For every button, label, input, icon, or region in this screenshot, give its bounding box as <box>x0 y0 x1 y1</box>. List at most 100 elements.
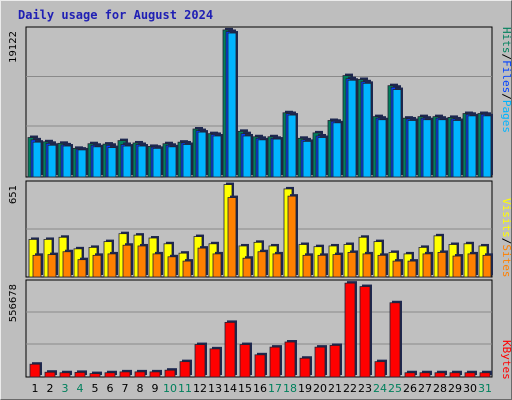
bar-sites <box>152 253 162 278</box>
legend-files: Files <box>500 60 512 93</box>
bar-sites <box>362 253 372 278</box>
x-tick-label: 14 <box>223 382 237 395</box>
x-tick-label: 20 <box>313 382 327 395</box>
panel-visits-sites: 651 <box>8 180 493 278</box>
bar-pages <box>317 137 327 178</box>
bar-kbytes <box>479 372 491 378</box>
bar-sites <box>347 252 357 278</box>
bar-kbytes <box>434 372 446 378</box>
legend-kbytes: KBytes <box>500 340 512 380</box>
chart-title: Daily usage for August 2024 <box>18 8 214 22</box>
bar-sites <box>287 195 297 278</box>
bar-sites <box>302 254 312 278</box>
bar-pages <box>212 135 222 178</box>
x-tick-label: 28 <box>433 382 447 395</box>
bar-kbytes <box>314 346 326 378</box>
bar-kbytes <box>254 354 266 378</box>
x-tick-label: 17 <box>268 382 282 395</box>
x-tick-label: 15 <box>238 382 252 395</box>
bar-pages <box>377 119 387 178</box>
bar-kbytes <box>179 361 191 378</box>
bar-kbytes <box>329 345 341 378</box>
bar-pages <box>452 120 462 178</box>
legend-separator: / <box>500 238 512 245</box>
x-tick-label: 5 <box>92 382 99 395</box>
bar-sites <box>467 253 477 278</box>
bar-kbytes <box>194 344 206 378</box>
x-tick-label: 31 <box>478 382 492 395</box>
bar-sites <box>107 253 117 278</box>
x-tick-label: 7 <box>122 382 129 395</box>
x-axis-day-labels: 1 2 3 4 5 6 7 8 9 10 11 12 13 14 15 16 17 18 19 20 21 22 23 24 2… <box>32 382 493 395</box>
bar-sites <box>212 253 222 278</box>
panel-pages-files-hits: 19122 <box>8 26 493 178</box>
bar-pages <box>32 141 42 178</box>
x-tick-label: 29 <box>448 382 462 395</box>
bar-kbytes <box>449 372 461 378</box>
bar-pages <box>62 145 72 178</box>
bar-pages <box>122 145 132 178</box>
bar-kbytes <box>299 357 311 378</box>
bar-kbytes <box>464 372 476 378</box>
bar-sites <box>437 252 447 278</box>
bar-pages <box>242 135 252 178</box>
bar-pages <box>152 147 162 178</box>
bar-kbytes <box>59 372 71 378</box>
bar-pages <box>107 147 117 178</box>
x-tick-label: 27 <box>418 382 432 395</box>
bar-sites <box>62 251 72 278</box>
bar-sites <box>257 251 267 278</box>
bar-sites <box>482 254 492 278</box>
bar-kbytes <box>164 369 176 378</box>
legend-hits: Hits <box>500 27 512 54</box>
x-tick-label: 4 <box>77 382 84 395</box>
y-max-label: 556678 <box>8 284 19 322</box>
x-tick-label: 26 <box>403 382 417 395</box>
y-max-label: 19122 <box>8 31 19 63</box>
x-tick-label: 24 <box>373 382 387 395</box>
bar-sites <box>92 254 102 278</box>
bar-pages <box>392 89 402 178</box>
x-tick-label: 8 <box>137 382 144 395</box>
bar-pages <box>332 122 342 178</box>
bar-sites <box>407 260 417 278</box>
x-tick-label: 9 <box>152 382 159 395</box>
x-tick-label: 25 <box>388 382 402 395</box>
bar-sites <box>47 254 57 278</box>
x-tick-label: 18 <box>283 382 297 395</box>
legend-separator: / <box>500 54 512 61</box>
legend-visits: Visits <box>500 198 512 238</box>
bar-pages <box>287 114 297 178</box>
x-tick-label: 1 <box>32 382 39 395</box>
bar-kbytes <box>374 361 386 378</box>
bar-kbytes <box>239 344 251 378</box>
bar-pages <box>227 32 237 178</box>
bar-sites <box>392 260 402 278</box>
legend-separator: / <box>500 93 512 100</box>
bar-pages <box>407 120 417 178</box>
bar-sites <box>452 255 462 278</box>
bar-kbytes <box>344 282 356 378</box>
bar-kbytes <box>269 346 281 378</box>
legend-kbytes: KBytes <box>500 340 512 380</box>
bar-sites <box>137 245 147 278</box>
bar-kbytes <box>89 373 101 378</box>
bar-sites <box>272 253 282 278</box>
legend-pages: Pages <box>500 100 512 133</box>
x-tick-label: 6 <box>107 382 114 395</box>
x-tick-label: 16 <box>253 382 267 395</box>
x-tick-label: 10 <box>163 382 177 395</box>
bar-pages <box>347 79 357 178</box>
bar-kbytes <box>419 372 431 378</box>
x-tick-label: 30 <box>463 382 477 395</box>
legend-text: KBytes <box>500 340 512 380</box>
bar-pages <box>437 119 447 178</box>
bar-pages <box>467 115 477 178</box>
bar-kbytes <box>209 348 221 378</box>
legend-sites: Sites <box>500 244 512 277</box>
bar-sites <box>332 254 342 278</box>
bar-sites <box>227 197 237 278</box>
bar-kbytes <box>404 372 416 378</box>
legend-text: Visits/Sites <box>500 198 512 278</box>
